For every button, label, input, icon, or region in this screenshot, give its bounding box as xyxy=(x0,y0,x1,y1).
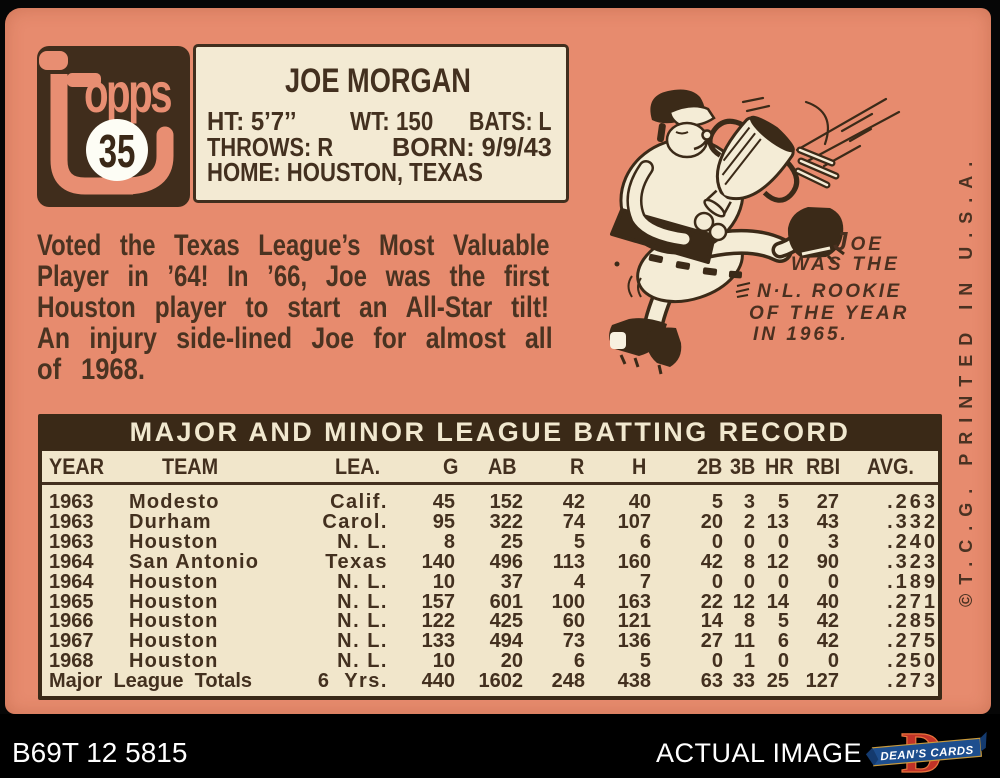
svg-text:opps: opps xyxy=(84,63,172,125)
svg-text:35: 35 xyxy=(99,127,136,177)
